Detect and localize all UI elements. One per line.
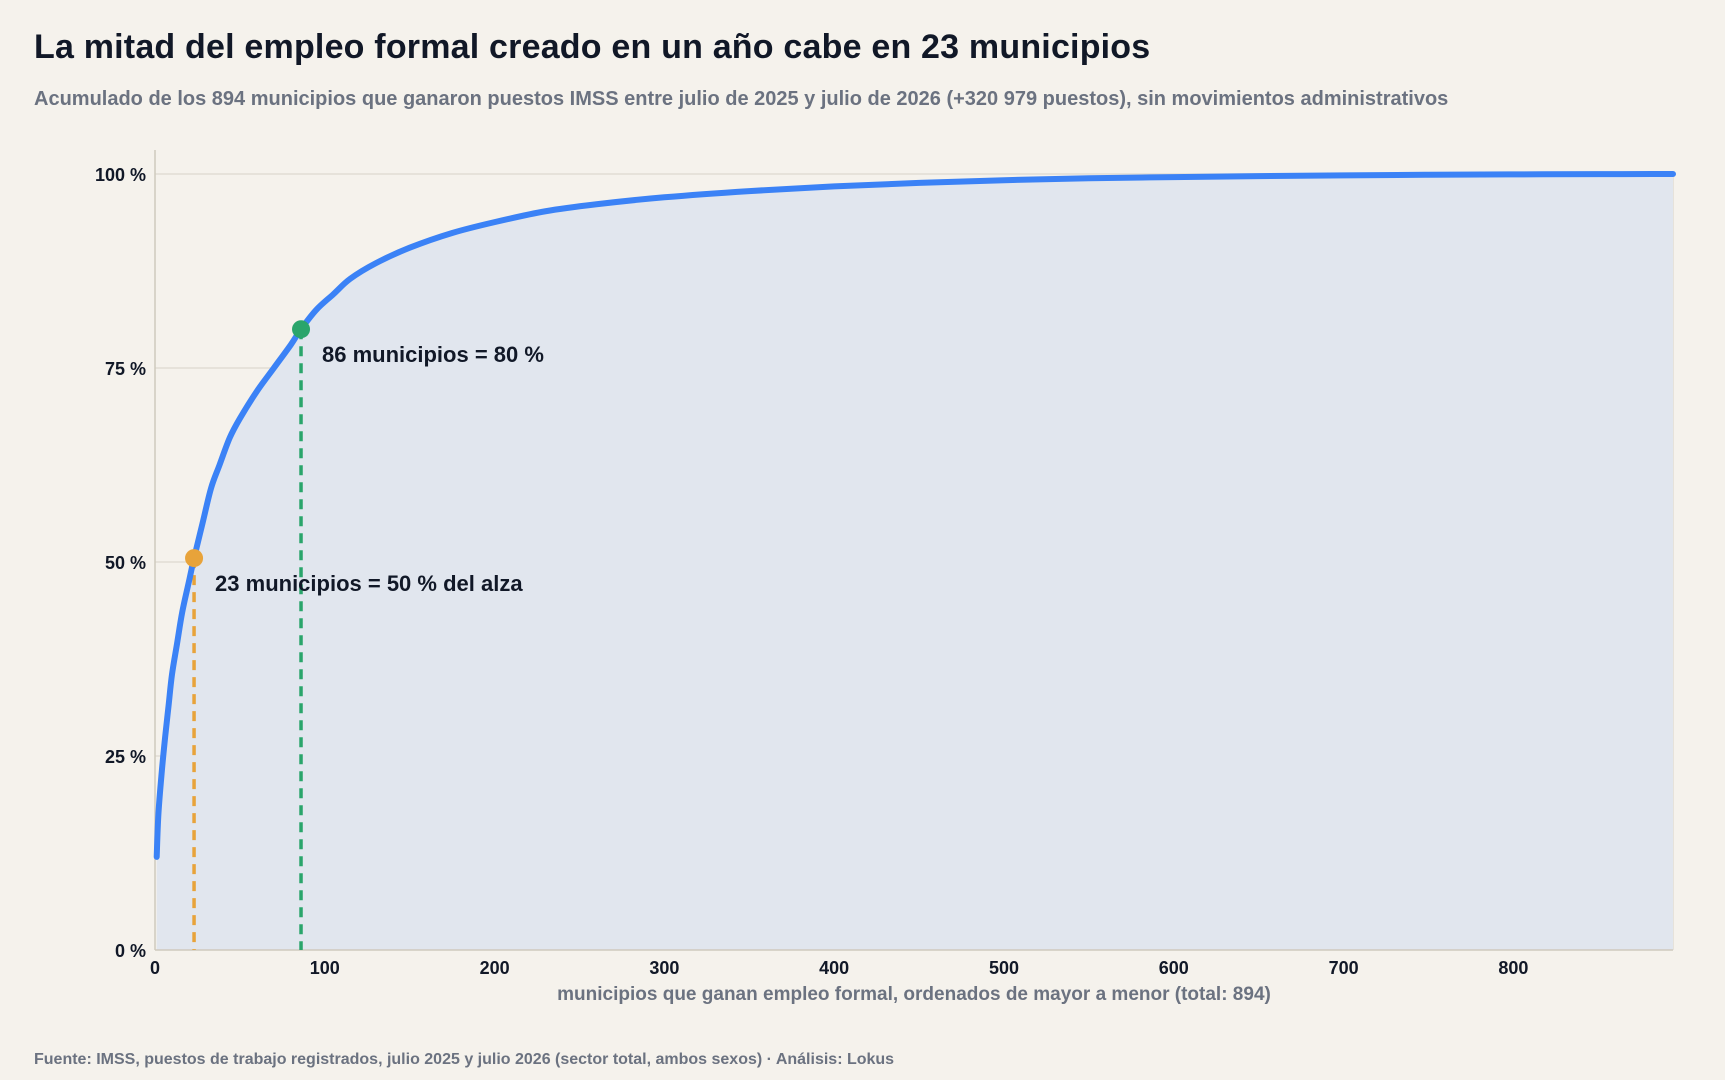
tick-labels: 0 % 25 % 50 % 75 % 100 % 0 100 200 300 400 500 600 7…	[95, 165, 1528, 978]
markers: 23 municipios = 50 % del alza 86 municipi…	[185, 320, 544, 596]
x-tick-label: 600	[1159, 958, 1189, 978]
x-tick-label: 400	[819, 958, 849, 978]
x-tick-label: 300	[649, 958, 679, 978]
y-tick-label: 25 %	[105, 747, 146, 767]
area-fill	[156, 174, 1673, 950]
annotation-86: 86 municipios = 80 %	[322, 342, 544, 367]
x-tick-label: 0	[150, 958, 160, 978]
axes	[154, 150, 1673, 951]
annotation-23: 23 municipios = 50 % del alza	[215, 571, 523, 596]
guide-lines	[192, 329, 303, 950]
cumulative-curve-line	[153, 171, 1676, 860]
source-footer: Fuente: IMSS, puestos de trabajo registr…	[34, 1051, 895, 1068]
y-tick-label: 75 %	[105, 359, 146, 379]
y-tick-label: 0 %	[115, 941, 146, 961]
x-tick-label: 200	[480, 958, 510, 978]
x-tick-label: 100	[310, 958, 340, 978]
x-axis-title: municipios que ganan empleo formal, orde…	[557, 984, 1271, 1005]
marker-86	[292, 320, 311, 339]
x-tick-label: 800	[1498, 958, 1528, 978]
x-tick-label: 500	[989, 958, 1019, 978]
x-tick-label: 700	[1329, 958, 1359, 978]
y-tick-label: 50 %	[105, 553, 146, 573]
y-tick-label: 100 %	[95, 165, 146, 185]
chart-subtitle: Acumulado de los 894 municipios que gana…	[34, 88, 1449, 110]
marker-23	[185, 549, 204, 568]
chart-title: La mitad del empleo formal creado en un …	[34, 28, 1151, 66]
